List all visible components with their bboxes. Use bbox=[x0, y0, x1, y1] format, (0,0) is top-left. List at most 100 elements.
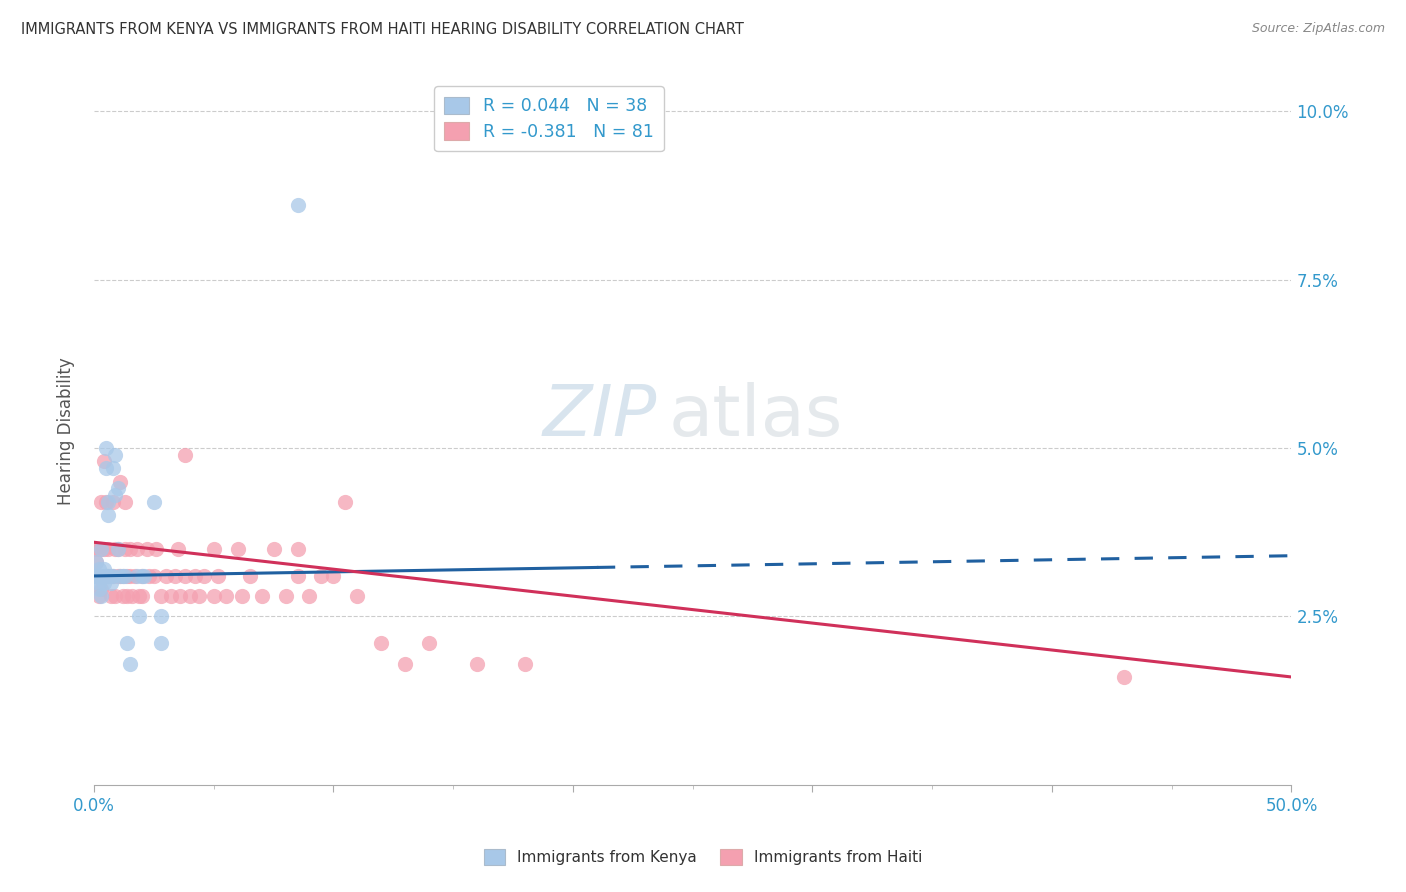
Point bbox=[107, 481, 129, 495]
Text: Source: ZipAtlas.com: Source: ZipAtlas.com bbox=[1251, 22, 1385, 36]
Point bbox=[193, 569, 215, 583]
Point bbox=[97, 541, 120, 556]
Point bbox=[335, 495, 357, 509]
Point bbox=[150, 609, 173, 624]
Point bbox=[104, 589, 127, 603]
Point bbox=[263, 541, 285, 556]
Text: atlas: atlas bbox=[669, 383, 844, 451]
Point bbox=[94, 569, 117, 583]
Point bbox=[298, 589, 321, 603]
Point bbox=[94, 461, 117, 475]
Point bbox=[131, 589, 153, 603]
Point bbox=[86, 569, 108, 583]
Point bbox=[111, 589, 134, 603]
Point bbox=[513, 657, 536, 671]
Point bbox=[87, 562, 110, 576]
Point bbox=[93, 454, 115, 468]
Point bbox=[128, 609, 150, 624]
Point bbox=[165, 569, 187, 583]
Point bbox=[100, 569, 122, 583]
Text: IMMIGRANTS FROM KENYA VS IMMIGRANTS FROM HAITI HEARING DISABILITY CORRELATION CH: IMMIGRANTS FROM KENYA VS IMMIGRANTS FROM… bbox=[21, 22, 744, 37]
Point bbox=[104, 448, 127, 462]
Point bbox=[142, 495, 165, 509]
Point bbox=[231, 589, 253, 603]
Point bbox=[202, 589, 225, 603]
Point bbox=[87, 541, 110, 556]
Point bbox=[83, 541, 105, 556]
Y-axis label: Hearing Disability: Hearing Disability bbox=[58, 357, 75, 505]
Point bbox=[128, 589, 150, 603]
Point bbox=[90, 495, 112, 509]
Point bbox=[169, 589, 191, 603]
Point bbox=[465, 657, 488, 671]
Point bbox=[188, 589, 211, 603]
Point bbox=[114, 541, 136, 556]
Point bbox=[287, 541, 309, 556]
Point bbox=[174, 569, 197, 583]
Point bbox=[155, 569, 177, 583]
Point bbox=[166, 541, 188, 556]
Point bbox=[100, 575, 122, 590]
Point bbox=[114, 569, 136, 583]
Point bbox=[214, 589, 236, 603]
Point bbox=[107, 541, 129, 556]
Point bbox=[97, 569, 120, 583]
Point bbox=[101, 569, 124, 583]
Point bbox=[100, 589, 122, 603]
Point bbox=[174, 448, 197, 462]
Point bbox=[117, 589, 139, 603]
Point bbox=[110, 475, 132, 489]
Point bbox=[87, 589, 110, 603]
Legend: R = 0.044   N = 38, R = -0.381   N = 81: R = 0.044 N = 38, R = -0.381 N = 81 bbox=[434, 87, 664, 152]
Point bbox=[370, 636, 392, 650]
Point bbox=[90, 569, 112, 583]
Point bbox=[87, 582, 110, 597]
Point bbox=[101, 495, 124, 509]
Point bbox=[134, 569, 156, 583]
Point bbox=[142, 569, 165, 583]
Point bbox=[104, 488, 127, 502]
Point bbox=[346, 589, 368, 603]
Point bbox=[183, 569, 205, 583]
Point bbox=[93, 575, 115, 590]
Point bbox=[93, 541, 115, 556]
Point bbox=[274, 589, 297, 603]
Point bbox=[118, 569, 141, 583]
Point bbox=[114, 495, 136, 509]
Point bbox=[135, 541, 157, 556]
Point bbox=[87, 575, 110, 590]
Point bbox=[138, 569, 160, 583]
Point bbox=[202, 541, 225, 556]
Point bbox=[101, 461, 124, 475]
Point bbox=[131, 569, 153, 583]
Point bbox=[100, 569, 122, 583]
Point bbox=[250, 589, 273, 603]
Point bbox=[117, 569, 139, 583]
Point bbox=[87, 569, 110, 583]
Point bbox=[93, 569, 115, 583]
Point bbox=[118, 541, 141, 556]
Point bbox=[90, 582, 112, 597]
Point bbox=[179, 589, 201, 603]
Text: ZIP: ZIP bbox=[543, 383, 657, 451]
Point bbox=[125, 569, 148, 583]
Point bbox=[94, 441, 117, 455]
Point bbox=[110, 569, 132, 583]
Legend: Immigrants from Kenya, Immigrants from Haiti: Immigrants from Kenya, Immigrants from H… bbox=[478, 843, 928, 871]
Point bbox=[117, 636, 139, 650]
Point bbox=[107, 569, 129, 583]
Point bbox=[93, 562, 115, 576]
Point bbox=[239, 569, 262, 583]
Point bbox=[97, 569, 120, 583]
Point bbox=[104, 541, 127, 556]
Point bbox=[111, 569, 134, 583]
Point bbox=[90, 541, 112, 556]
Point bbox=[124, 569, 146, 583]
Point bbox=[111, 569, 134, 583]
Point bbox=[118, 657, 141, 671]
Point bbox=[1112, 670, 1135, 684]
Point bbox=[94, 495, 117, 509]
Point bbox=[121, 589, 143, 603]
Point bbox=[97, 495, 120, 509]
Point bbox=[97, 508, 120, 523]
